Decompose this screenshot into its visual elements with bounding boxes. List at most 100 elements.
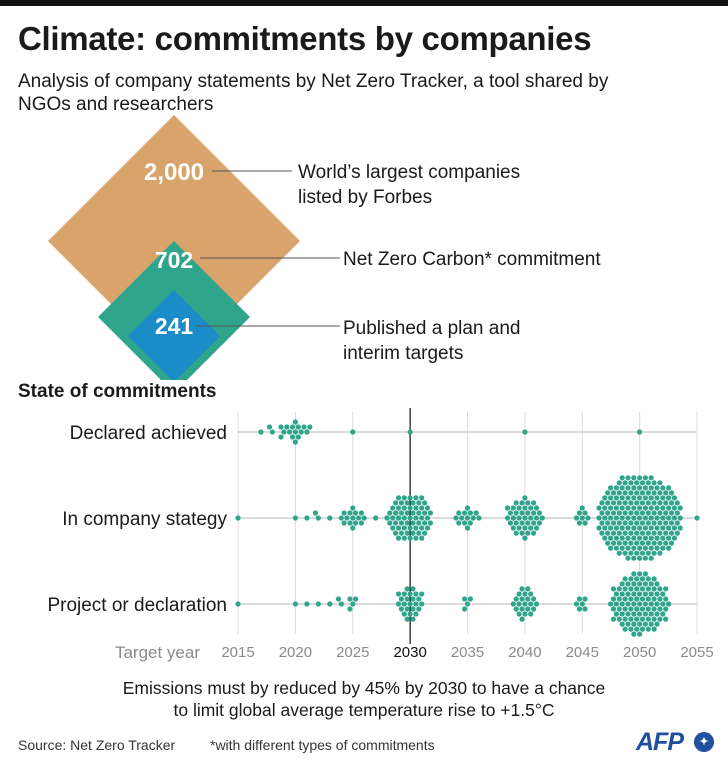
dot-1-2030 xyxy=(395,515,402,521)
dot-1-2050 xyxy=(631,525,637,531)
dot-1-2050 xyxy=(637,515,643,521)
dot-2-2040 xyxy=(531,606,537,612)
dot-0-2040 xyxy=(522,429,528,435)
dot-2-2050 xyxy=(642,611,649,617)
dot-1-2030 xyxy=(387,510,393,516)
dot-2-2030 xyxy=(407,601,413,607)
dot-2-2050 xyxy=(631,591,637,597)
dot-1-2040 xyxy=(510,505,516,511)
dot-2-2040 xyxy=(531,596,537,602)
x-axis-ticks: Target year 2015 2020 2025 2030 2035 2040 2045 2… xyxy=(115,643,714,662)
dot-2-2030 xyxy=(410,616,416,622)
dot-0-2020 xyxy=(292,429,298,435)
dot-0-2020 xyxy=(289,434,296,440)
dot-1-2050 xyxy=(628,520,634,526)
dot-1-2050 xyxy=(645,500,651,506)
dot-1-2050 xyxy=(602,495,608,501)
dot-1-2040 xyxy=(522,515,528,521)
dot-1-2025 xyxy=(350,505,356,511)
dot-1-2030 xyxy=(401,495,407,501)
dot-1-2050 xyxy=(639,530,646,536)
dot-1-2050 xyxy=(625,505,631,511)
dot-2-2050 xyxy=(634,616,640,622)
dot-2-2030 xyxy=(404,616,410,622)
dot-1-2024 xyxy=(338,515,344,521)
dot-0-2018 xyxy=(266,424,273,430)
dot-2-2050 xyxy=(654,601,660,607)
dot-2-2050 xyxy=(619,621,625,627)
dot-1-2050 xyxy=(619,485,625,491)
dot-1-2035 xyxy=(456,510,462,516)
dot-1-2050 xyxy=(660,545,666,551)
dot-2-2050 xyxy=(637,581,643,587)
dot-1-2035 xyxy=(470,515,476,521)
dot-1-2050 xyxy=(596,525,602,531)
row-labels: Declared achieved In company stategy Proje… xyxy=(47,423,227,616)
dot-2-2050 xyxy=(651,626,657,632)
dot-1-2050 xyxy=(637,545,643,551)
dot-1-2050 xyxy=(645,510,651,516)
dot-1-2040 xyxy=(531,520,537,526)
dot-2-2050 xyxy=(642,621,649,627)
dot-1-2050 xyxy=(657,530,663,536)
dot-2-2050 xyxy=(645,586,651,592)
dot-1-2050 xyxy=(668,510,675,516)
dot-2-2020 xyxy=(292,601,298,607)
dot-2-2050 xyxy=(637,591,643,597)
dot-1-2035 xyxy=(467,510,473,516)
dot-1-2050 xyxy=(660,505,666,511)
dot-2-2030 xyxy=(407,591,413,597)
dot-2-2030 xyxy=(395,601,402,607)
dot-1-2050 xyxy=(619,545,625,551)
dot-2-2040 xyxy=(519,616,525,622)
dot-1-2050 xyxy=(645,540,651,546)
dot-1-2050 xyxy=(639,550,646,556)
dot-2-2030 xyxy=(419,591,425,597)
dot-1-2050 xyxy=(605,540,611,546)
dot-1-2050 xyxy=(602,525,608,531)
dot-2-2030 xyxy=(401,601,407,607)
dot-2-2050 xyxy=(634,586,640,592)
dot-1-2030 xyxy=(398,530,404,536)
dot-1-2050 xyxy=(599,500,605,506)
dot-1-2050 xyxy=(639,480,646,486)
dot-2-2050 xyxy=(645,596,651,602)
dot-1-2030 xyxy=(398,520,404,526)
dot-1-2050 xyxy=(674,510,680,516)
dot-2-2050 xyxy=(608,601,614,607)
dot-1-2040 xyxy=(522,495,528,501)
dot-1-2050 xyxy=(616,550,622,556)
dot-2-2050 xyxy=(622,616,628,622)
dot-2-2050 xyxy=(651,606,657,612)
dot-2-2050 xyxy=(619,611,625,617)
dot-2-2045 xyxy=(576,606,583,612)
dot-1-2050 xyxy=(654,515,660,521)
dot-2-2035 xyxy=(464,601,471,607)
dot-1-2027 xyxy=(373,515,379,521)
dot-1-2030 xyxy=(401,505,407,511)
dot-1-2030 xyxy=(413,535,419,541)
dot-1-2050 xyxy=(637,485,643,491)
dot-1-2050 xyxy=(663,540,669,546)
dot-1-2034 xyxy=(453,515,459,521)
dot-2-2050 xyxy=(631,571,637,577)
dot-1-2050 xyxy=(651,530,657,536)
dot-2-2050 xyxy=(651,576,657,582)
dot-0-2020 xyxy=(298,429,304,435)
dot-1-2030 xyxy=(410,530,416,536)
dot-1-2050 xyxy=(619,525,625,531)
dot-1-2035 xyxy=(467,520,473,526)
dot-2-2050 xyxy=(654,581,660,587)
dot-1-2045 xyxy=(573,515,580,521)
dot-2-2030 xyxy=(410,596,416,602)
dot-1-2045 xyxy=(576,520,583,526)
dot-2-2030 xyxy=(416,606,422,612)
dot-2-2050 xyxy=(657,616,663,622)
dot-1-2050 xyxy=(660,485,666,491)
dot-1-2050 xyxy=(668,520,675,526)
dot-1-2030 xyxy=(424,505,431,511)
x-tick-2035: 2035 xyxy=(451,644,484,661)
dot-1-2030 xyxy=(424,525,431,531)
dot-1-2050 xyxy=(622,540,628,546)
dot-2-2050 xyxy=(628,576,634,582)
